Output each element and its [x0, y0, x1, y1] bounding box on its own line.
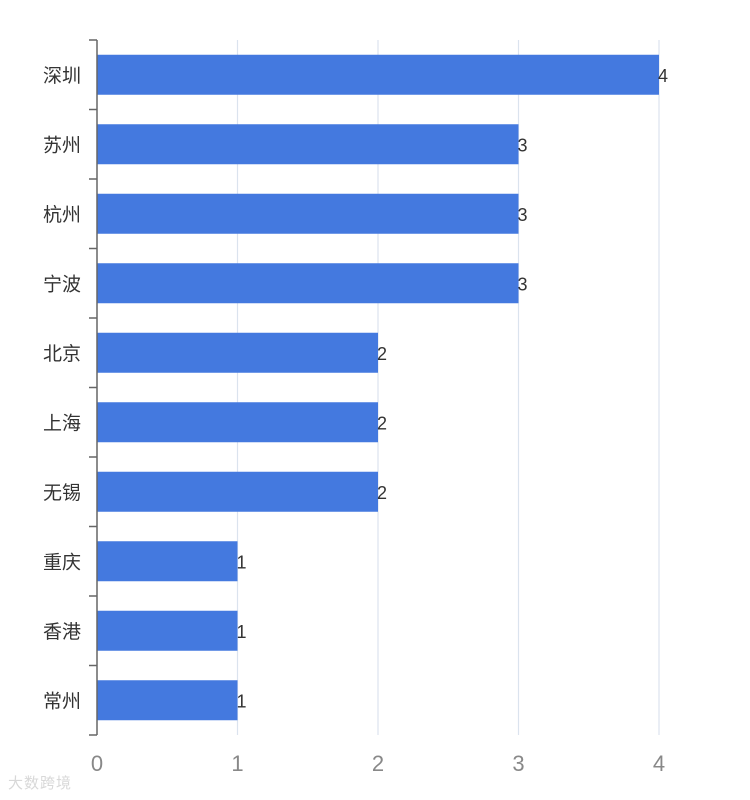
bar	[97, 124, 519, 165]
category-label: 北京	[43, 343, 81, 365]
watermark: 大数跨境	[8, 774, 73, 792]
bar	[97, 471, 378, 512]
bars	[97, 54, 659, 721]
labels: 0 1 2 3 4 深圳 4 苏州 3 杭州 3 宁波 3 北京 2 上海 2 无锡 2 重庆 1 香港 1 常州 1	[43, 65, 668, 776]
x-tick-label: 0	[91, 751, 103, 776]
category-label: 宁波	[43, 273, 81, 295]
category-label: 上海	[43, 412, 81, 434]
data-label: 4	[658, 66, 668, 86]
data-label: 3	[518, 274, 528, 294]
data-label: 3	[518, 135, 528, 155]
x-tick-label: 2	[372, 751, 384, 776]
data-label: 1	[237, 691, 247, 711]
x-tick-label: 3	[512, 751, 524, 776]
category-label: 常州	[43, 690, 81, 712]
bar	[97, 402, 378, 443]
bar	[97, 610, 238, 651]
data-label: 3	[518, 205, 528, 225]
category-label: 重庆	[43, 551, 81, 573]
bar	[97, 541, 238, 582]
category-label: 苏州	[43, 134, 81, 156]
bar	[97, 54, 659, 95]
data-label: 2	[377, 344, 387, 364]
category-label: 杭州	[43, 204, 81, 226]
x-tick-label: 4	[653, 751, 665, 776]
bar	[97, 263, 519, 304]
data-label: 1	[237, 552, 247, 572]
category-label: 香港	[43, 621, 81, 643]
data-label: 1	[237, 622, 247, 642]
data-label: 2	[377, 483, 387, 503]
category-label: 深圳	[43, 65, 81, 87]
bar	[97, 332, 378, 373]
data-label: 2	[377, 413, 387, 433]
x-tick-label: 1	[231, 751, 243, 776]
bar	[97, 193, 519, 234]
axes	[89, 39, 98, 736]
bar	[97, 680, 238, 721]
category-label: 无锡	[43, 482, 81, 504]
